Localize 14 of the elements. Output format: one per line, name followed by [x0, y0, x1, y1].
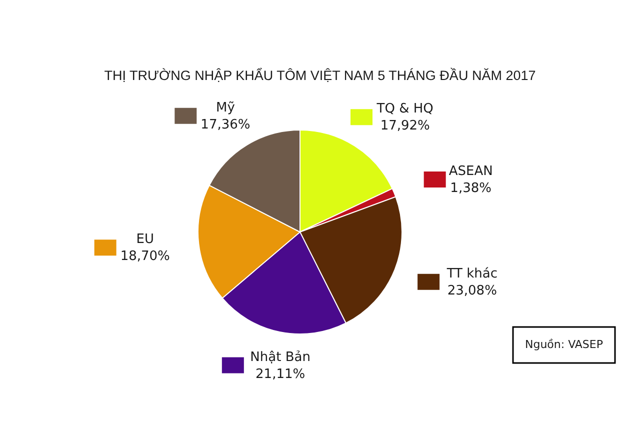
legend-label: Mỹ	[216, 100, 236, 116]
data-label: 23,08%	[447, 283, 497, 298]
legend-label: EU	[136, 232, 154, 248]
data-label: 21,11%	[256, 366, 306, 382]
legend-label: TT khác	[446, 266, 498, 282]
legend-label: TQ & HQ	[376, 102, 434, 117]
data-label: 18,70%	[120, 249, 170, 264]
legend-label: ASEAN	[448, 164, 493, 180]
legend-label: Nhật Bản	[250, 350, 310, 365]
data-label: 17,36%	[200, 117, 250, 132]
text: Nguồn: VASEP	[525, 338, 604, 351]
data-label: 17,92%	[380, 118, 430, 134]
chart-title: THỊ TRƯỜNG NHẬP KHẨU TÔM VIỆT NAM 5 THÁNG ĐẦU NĂM 2017	[104, 67, 536, 83]
data-label: 1,38%	[450, 181, 492, 196]
